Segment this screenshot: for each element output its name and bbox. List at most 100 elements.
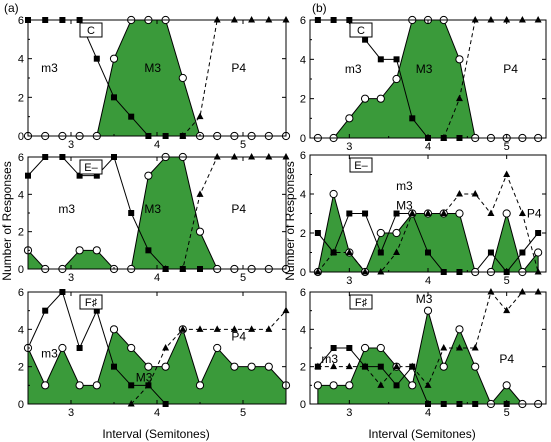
vowel-label-box <box>79 294 103 310</box>
marker-circle <box>144 171 153 180</box>
marker-circle <box>195 381 205 390</box>
x-tick-label: 4 <box>154 272 160 284</box>
marker-circle <box>502 209 511 218</box>
marker-circle <box>455 55 464 64</box>
marker-circle <box>376 94 385 103</box>
marker-square <box>330 345 337 351</box>
marker-circle <box>360 94 370 103</box>
marker-square <box>393 382 400 389</box>
marker-circle <box>408 381 417 390</box>
y-tick-label: 4 <box>18 189 24 201</box>
marker-square <box>487 249 494 256</box>
marker-circle <box>376 343 385 353</box>
marker-triangle <box>518 288 526 295</box>
marker-triangle <box>471 190 479 197</box>
marker-triangle <box>265 325 273 332</box>
annotation-p4: P4 <box>231 61 246 75</box>
marker-triangle <box>282 153 290 160</box>
x-tick-label: 5 <box>504 275 510 287</box>
y-axis-title-right: Number of Responses <box>283 161 297 280</box>
annotation-m3: m3 <box>321 352 338 366</box>
marker-circle <box>392 228 401 238</box>
marker-triangle <box>345 362 353 370</box>
annotation-m3: m3 <box>58 202 75 216</box>
marker-triangle <box>455 344 463 351</box>
marker-triangle <box>503 306 511 314</box>
y-axis-title-left: Number of Responses <box>0 161 14 280</box>
y-tick-label: 2 <box>18 227 24 239</box>
marker-triangle <box>265 153 273 160</box>
marker-circle <box>329 189 338 199</box>
marker-triangle <box>179 132 187 139</box>
x-tick-label: 4 <box>425 407 431 419</box>
area-m3 <box>28 20 286 136</box>
annotation-m3: M3 <box>136 371 153 385</box>
marker-square <box>425 249 431 256</box>
annotation-m3: M3 <box>144 202 161 216</box>
marker-circle <box>439 362 448 371</box>
marker-circle <box>455 209 464 218</box>
x-tick-label: 5 <box>240 407 246 419</box>
marker-square <box>128 382 135 389</box>
marker-circle <box>41 381 50 390</box>
vowel-label: F♯ <box>355 297 368 309</box>
marker-square <box>76 172 83 179</box>
x-tick-label: 5 <box>504 407 510 419</box>
annotation-p4: P4 <box>499 352 514 366</box>
x-axis-title-left: Interval (Semitones) <box>102 427 209 441</box>
marker-triangle <box>393 248 401 255</box>
y-tick-label: 0 <box>18 399 24 411</box>
chart-panel: 0 2 4 6 3 4 5 E– m3 M3 P4 <box>18 152 291 284</box>
marker-triangle <box>330 248 338 255</box>
marker-circle <box>109 325 119 334</box>
annotation-m3: M3 <box>416 292 433 306</box>
y-tick-label: 2 <box>300 362 306 374</box>
marker-circle <box>502 381 511 390</box>
marker-square <box>346 345 353 351</box>
marker-triangle <box>248 153 256 160</box>
chart-panel: 0 2 4 6 3 4 5 F♯ m3 M3 P4 <box>300 287 547 419</box>
marker-triangle <box>314 268 322 275</box>
x-tick-label: 3 <box>68 272 74 284</box>
marker-triangle <box>230 325 238 332</box>
marker-circle <box>58 343 67 353</box>
annotation-p4: P4 <box>503 62 518 76</box>
marker-triangle <box>518 16 526 23</box>
marker-triangle <box>265 16 273 23</box>
marker-square <box>409 115 416 122</box>
marker-square <box>362 210 369 217</box>
marker-circle <box>376 228 385 238</box>
marker-square <box>377 249 384 256</box>
marker-triangle <box>455 94 463 102</box>
vowel-label: F♯ <box>85 297 98 309</box>
annotation-m3: m3 <box>396 179 413 193</box>
x-tick-label: 4 <box>425 275 431 287</box>
marker-circle <box>195 227 205 236</box>
marker-triangle <box>440 344 448 351</box>
vowel-label: C <box>357 25 365 37</box>
vowel-label-box <box>79 22 103 38</box>
marker-circle <box>144 362 153 371</box>
marker-square <box>535 230 542 236</box>
vowel-label-box <box>349 157 373 173</box>
y-tick-label: 6 <box>18 152 24 164</box>
marker-triangle <box>196 325 204 332</box>
vowel-label-box <box>349 22 373 38</box>
marker-circle <box>178 73 187 83</box>
annotation-p4: P4 <box>527 206 542 220</box>
marker-square <box>393 56 400 63</box>
marker-circle <box>471 362 480 371</box>
marker-triangle <box>179 325 187 332</box>
chart-panel: 0 2 4 6 3 4 5 F♯ m3 M3 P4 <box>18 287 291 419</box>
marker-triangle <box>230 16 238 23</box>
marker-triangle <box>487 16 495 23</box>
marker-triangle <box>330 362 338 370</box>
marker-circle <box>360 343 370 353</box>
chart-panels: 0 2 4 6 3 4 5 Cm3 M3 P4 0 2 4 6 3 4 5 E– m3 M3 P4 0 2 4 6 3 4 5 F♯ m3… <box>18 15 547 419</box>
marker-circle <box>92 246 101 255</box>
marker-square <box>393 210 400 217</box>
marker-triangle <box>393 362 401 370</box>
marker-circle <box>423 306 433 315</box>
marker-circle <box>345 381 354 390</box>
